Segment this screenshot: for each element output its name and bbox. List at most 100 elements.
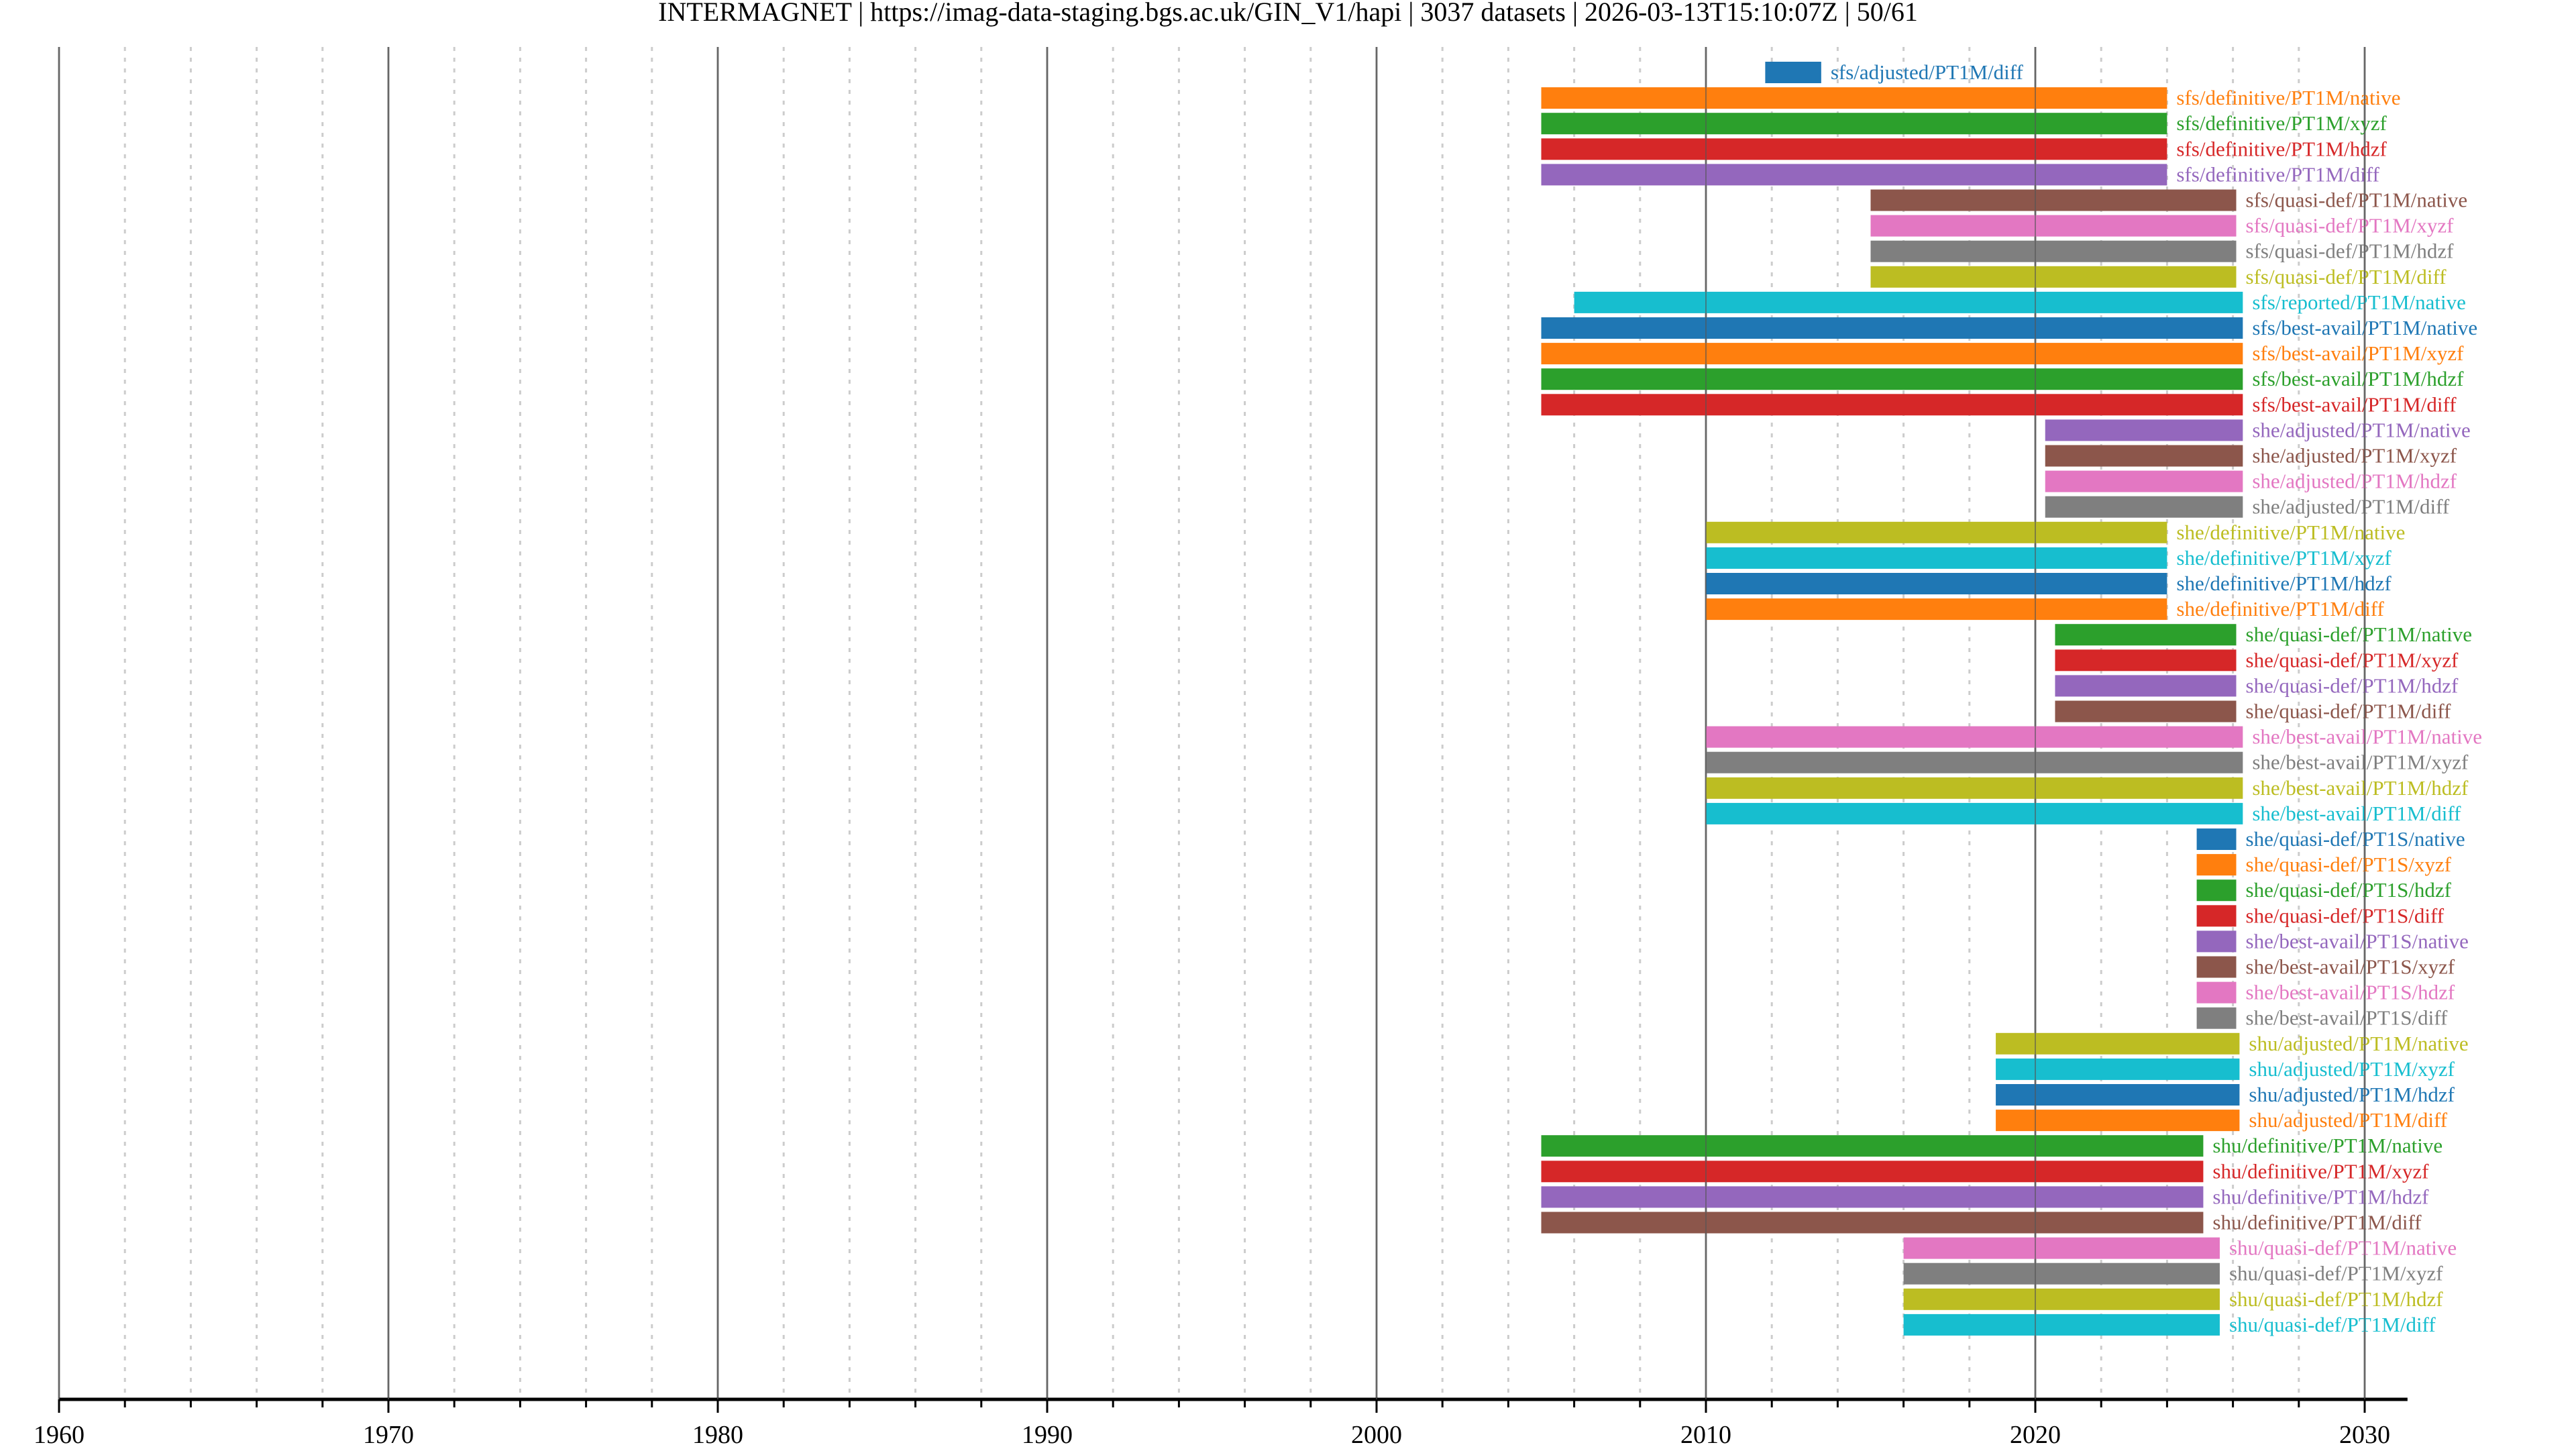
dataset-bar bbox=[2045, 445, 2243, 467]
dataset-bar bbox=[1541, 164, 2167, 186]
x-tick-label: 2020 bbox=[2010, 1421, 2061, 1449]
x-tick-label: 2010 bbox=[1680, 1421, 1731, 1449]
dataset-label: she/best-avail/PT1M/native bbox=[2252, 725, 2482, 749]
dataset-bar bbox=[2196, 981, 2237, 1004]
dataset-label: she/definitive/PT1M/diff bbox=[2176, 597, 2384, 621]
dataset-label: shu/quasi-def/PT1M/diff bbox=[2229, 1313, 2436, 1336]
dataset-bar bbox=[1541, 87, 2167, 109]
dataset-label: shu/adjusted/PT1M/xyzf bbox=[2249, 1057, 2455, 1081]
dataset-label: she/adjusted/PT1M/native bbox=[2252, 418, 2470, 441]
dataset-label: she/best-avail/PT1M/xyzf bbox=[2252, 751, 2469, 774]
dataset-bar bbox=[2045, 419, 2243, 441]
dataset-bar bbox=[2196, 905, 2237, 927]
dataset-bar bbox=[1706, 521, 2167, 543]
chart-title: INTERMAGNET | https://imag-data-staging.… bbox=[658, 0, 1918, 27]
x-tick-label: 2000 bbox=[1351, 1421, 1402, 1449]
dataset-label: shu/definitive/PT1M/xyzf bbox=[2212, 1159, 2429, 1183]
dataset-bar bbox=[1870, 189, 2237, 211]
dataset-bar bbox=[2055, 700, 2237, 722]
dataset-label: sfs/quasi-def/PT1M/xyzf bbox=[2246, 214, 2455, 237]
dataset-label: shu/quasi-def/PT1M/native bbox=[2229, 1236, 2457, 1260]
dataset-bar bbox=[1541, 394, 2243, 416]
dataset-bar bbox=[1870, 240, 2237, 262]
dataset-label: sfs/definitive/PT1M/diff bbox=[2176, 162, 2379, 186]
dataset-label: shu/adjusted/PT1M/native bbox=[2249, 1032, 2468, 1055]
dataset-bar bbox=[1541, 1186, 2204, 1208]
dataset-bar bbox=[2196, 956, 2237, 978]
dataset-label: she/best-avail/PT1S/xyzf bbox=[2246, 955, 2455, 979]
dataset-label: she/best-avail/PT1S/native bbox=[2246, 929, 2469, 953]
dataset-label: she/definitive/PT1M/xyzf bbox=[2176, 546, 2392, 570]
dataset-bar bbox=[1706, 726, 2243, 748]
x-tick-label: 1960 bbox=[34, 1421, 85, 1449]
dataset-label: shu/definitive/PT1M/hdzf bbox=[2212, 1185, 2429, 1208]
dataset-label: she/best-avail/PT1S/diff bbox=[2246, 1006, 2448, 1030]
dataset-label: shu/definitive/PT1M/native bbox=[2212, 1134, 2443, 1157]
dataset-label: she/quasi-def/PT1S/hdzf bbox=[2246, 878, 2452, 902]
dataset-bar bbox=[1541, 1135, 2204, 1157]
dataset-bar bbox=[2055, 649, 2237, 672]
dataset-label: she/adjusted/PT1M/diff bbox=[2252, 495, 2450, 519]
dataset-label: sfs/best-avail/PT1M/xyzf bbox=[2252, 341, 2464, 365]
dataset-bar bbox=[1541, 343, 2243, 365]
x-tick-label: 2030 bbox=[2339, 1421, 2390, 1449]
dataset-bar bbox=[1870, 215, 2237, 237]
dataset-label: shu/definitive/PT1M/diff bbox=[2212, 1211, 2422, 1234]
dataset-bar bbox=[1996, 1110, 2240, 1132]
dataset-bar bbox=[1541, 1161, 2204, 1183]
dataset-bar bbox=[2045, 496, 2243, 518]
dataset-bar bbox=[1541, 1212, 2204, 1234]
dataset-bar bbox=[1541, 138, 2167, 160]
dataset-label: she/best-avail/PT1S/hdzf bbox=[2246, 981, 2455, 1004]
x-tick-label: 1990 bbox=[1022, 1421, 1073, 1449]
dataset-label: she/definitive/PT1M/hdzf bbox=[2176, 572, 2392, 595]
dataset-label: sfs/quasi-def/PT1M/native bbox=[2246, 189, 2468, 212]
dataset-bar bbox=[1996, 1058, 2240, 1080]
dataset-bar bbox=[1706, 547, 2167, 569]
dataset-bar bbox=[1541, 368, 2243, 390]
dataset-bar bbox=[1765, 62, 1821, 83]
dataset-label: she/quasi-def/PT1M/hdzf bbox=[2246, 674, 2459, 697]
x-tick-label: 1970 bbox=[363, 1421, 414, 1449]
dataset-label: she/best-avail/PT1M/diff bbox=[2252, 802, 2461, 825]
dataset-bar bbox=[2196, 1007, 2237, 1029]
dataset-bar bbox=[2196, 879, 2237, 902]
dataset-bar bbox=[1706, 573, 2167, 594]
dataset-label: sfs/best-avail/PT1M/diff bbox=[2252, 392, 2457, 416]
dataset-bar bbox=[2196, 854, 2237, 876]
dataset-label: shu/adjusted/PT1M/diff bbox=[2249, 1108, 2447, 1132]
dataset-label: she/quasi-def/PT1M/xyzf bbox=[2246, 648, 2459, 672]
dataset-label: shu/adjusted/PT1M/hdzf bbox=[2249, 1083, 2455, 1106]
dataset-bar bbox=[1706, 777, 2243, 799]
dataset-label: sfs/adjusted/PT1M/diff bbox=[1831, 60, 2024, 84]
dataset-label: sfs/definitive/PT1M/xyzf bbox=[2176, 111, 2387, 135]
dataset-bar bbox=[1903, 1263, 2220, 1285]
dataset-label: sfs/quasi-def/PT1M/diff bbox=[2246, 265, 2447, 288]
dataset-bar bbox=[1706, 751, 2243, 773]
dataset-bar bbox=[1996, 1032, 2240, 1055]
dataset-label: sfs/reported/PT1M/native bbox=[2252, 290, 2466, 314]
dataset-bar bbox=[1903, 1313, 2220, 1336]
dataset-label: sfs/definitive/PT1M/native bbox=[2176, 86, 2400, 109]
dataset-label: she/quasi-def/PT1S/xyzf bbox=[2246, 853, 2452, 876]
dataset-label: sfs/definitive/PT1M/hdzf bbox=[2176, 137, 2387, 160]
dataset-label: shu/quasi-def/PT1M/hdzf bbox=[2229, 1287, 2443, 1311]
dataset-label: sfs/quasi-def/PT1M/hdzf bbox=[2246, 239, 2455, 263]
dataset-bar bbox=[1903, 1288, 2220, 1310]
dataset-label: she/quasi-def/PT1S/diff bbox=[2246, 904, 2445, 927]
dataset-bar bbox=[1541, 317, 2243, 339]
dataset-label: she/definitive/PT1M/native bbox=[2176, 521, 2405, 544]
dataset-bar bbox=[1706, 802, 2243, 824]
dataset-bar bbox=[2196, 828, 2237, 850]
dataset-label: she/quasi-def/PT1M/native bbox=[2246, 623, 2473, 646]
dataset-bar bbox=[2196, 930, 2237, 953]
dataset-bar bbox=[1996, 1084, 2240, 1106]
dataset-bar bbox=[1706, 598, 2167, 621]
dataset-bar bbox=[1870, 266, 2237, 288]
x-tick-label: 1980 bbox=[692, 1421, 743, 1449]
dataset-label: she/adjusted/PT1M/hdzf bbox=[2252, 470, 2457, 493]
dataset-bar bbox=[2045, 470, 2243, 492]
dataset-label: she/adjusted/PT1M/xyzf bbox=[2252, 444, 2457, 468]
dataset-label: sfs/best-avail/PT1M/hdzf bbox=[2252, 367, 2464, 390]
